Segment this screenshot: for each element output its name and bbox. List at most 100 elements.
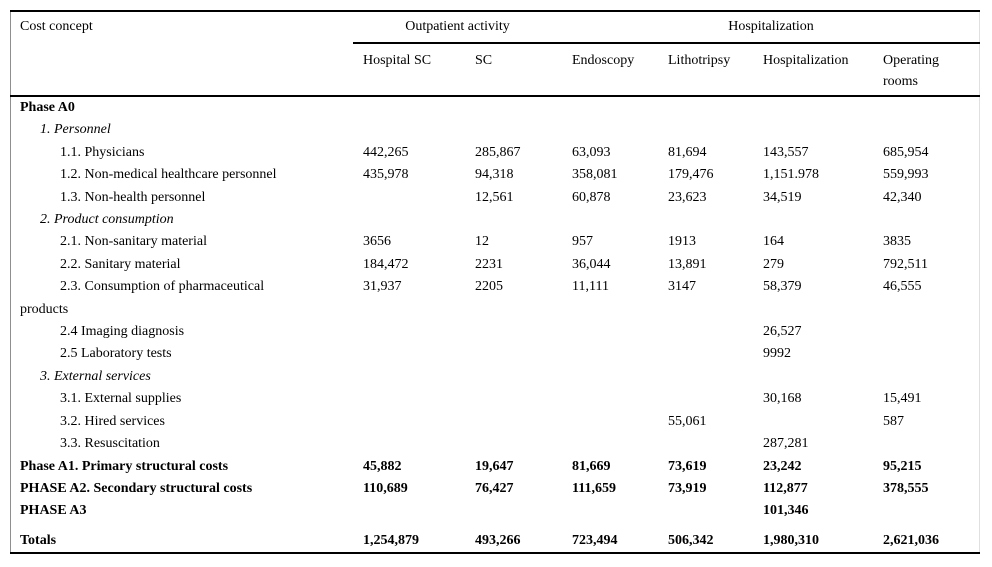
cell-value: 45,882 <box>363 458 402 474</box>
cell-value: 184,472 <box>363 256 409 272</box>
cell-value <box>465 321 562 343</box>
cell-value <box>562 411 658 433</box>
table-row: PHASE A3 101,346 <box>10 500 980 522</box>
cell-value: 73,919 <box>668 480 707 496</box>
cell-value: 12,561 <box>475 189 514 205</box>
column-header-row: Hospital SC SC Endoscopy Lithotripsy Hos… <box>10 44 980 95</box>
cell-value: 179,476 <box>668 167 714 183</box>
cell-value: 442,265 <box>363 144 409 160</box>
cell-value: 101,346 <box>763 503 809 519</box>
cell-value <box>353 321 465 343</box>
group-header-outpatient-activity: Outpatient activity <box>405 19 510 34</box>
row-label: 3. External services <box>40 368 151 384</box>
cell-value: 506,342 <box>668 532 714 548</box>
cell-value: 12 <box>475 234 489 250</box>
column-header-spacer <box>10 44 353 95</box>
table-row: 1.1. Physicians 442,265 285,867 63,093 81,69… <box>10 142 980 164</box>
column-header-hospitalization: Hospitalization <box>763 53 849 68</box>
cell-value <box>562 500 658 522</box>
group-header-row: Cost concept Outpatient activity Hospita… <box>10 12 980 42</box>
cell-value <box>873 343 980 365</box>
table-row: 1.3. Non-health personnel 12,561 60,878 23,… <box>10 187 980 209</box>
cell-value: 1,151.978 <box>763 167 819 183</box>
cell-value <box>353 97 465 119</box>
cell-value <box>873 500 980 522</box>
cell-value <box>353 411 465 433</box>
cell-value <box>562 97 658 119</box>
row-label: PHASE A3 <box>20 503 87 519</box>
cell-value: 143,557 <box>763 144 809 160</box>
table-row: 3.2. Hired services 55,061 587 <box>10 411 980 433</box>
column-header-lithotripsy: Lithotripsy <box>668 53 731 68</box>
cell-value: 30,168 <box>763 391 802 407</box>
row-label: PHASE A2. Secondary structural costs <box>20 480 253 496</box>
cell-value <box>465 119 562 141</box>
cell-value: 81,694 <box>668 144 707 160</box>
cell-value <box>658 388 753 410</box>
row-label: Totals <box>20 532 57 548</box>
cell-value <box>562 209 658 231</box>
cell-value <box>873 433 980 455</box>
cell-value: 3656 <box>363 234 391 250</box>
table-row: Phase A1. Primary structural costs 45,882… <box>10 456 980 478</box>
cell-value: 42,340 <box>883 189 922 205</box>
cell-value: 36,044 <box>572 256 611 272</box>
cell-value <box>562 433 658 455</box>
cell-value <box>562 321 658 343</box>
cell-value: 358,081 <box>572 167 618 183</box>
table-right-border <box>979 10 980 554</box>
table-row: 2.4 Imaging diagnosis 26,527 <box>10 321 980 343</box>
table-row: Totals 1,254,879 493,266 723,494 506,342 1,98… <box>10 530 980 552</box>
cell-value: 435,978 <box>363 167 409 183</box>
cell-value: 95,215 <box>883 458 922 474</box>
cell-value <box>562 388 658 410</box>
cell-value <box>353 119 465 141</box>
cell-value: 23,623 <box>668 189 707 205</box>
table-row: PHASE A2. Secondary structural costs 110,… <box>10 478 980 500</box>
group-header-hospitalization: Hospitalization <box>728 19 814 34</box>
cell-value <box>562 366 658 388</box>
cell-value: 279 <box>763 256 784 272</box>
cell-value: 34,519 <box>763 189 802 205</box>
cell-value <box>658 343 753 365</box>
cell-value: 3835 <box>883 234 911 250</box>
cell-value <box>353 187 465 209</box>
cell-value: 2205 <box>475 279 503 295</box>
cell-value <box>465 209 562 231</box>
table-row: 1.2. Non-medical healthcare personnel 435… <box>10 164 980 186</box>
table-header: Cost concept Outpatient activity Hospita… <box>10 10 980 97</box>
row-label: 2.5 Laboratory tests <box>60 346 172 362</box>
cell-value: 23,242 <box>763 458 802 474</box>
cell-value: 31,937 <box>363 279 402 295</box>
cell-value: 112,877 <box>763 480 808 496</box>
table-body: Phase A0 1. Personnel 1.1. Physicians 442,2… <box>10 97 980 555</box>
cell-value: 110,689 <box>363 480 408 496</box>
row-label: 1.3. Non-health personnel <box>60 189 206 205</box>
cell-value <box>753 97 873 119</box>
cell-value <box>562 343 658 365</box>
column-header-operating-rooms: Operating rooms <box>883 53 939 89</box>
cell-value: 94,318 <box>475 167 514 183</box>
column-header-endoscopy: Endoscopy <box>572 53 635 68</box>
cell-value <box>465 411 562 433</box>
cell-value <box>465 433 562 455</box>
cell-value: 9992 <box>763 346 791 362</box>
cell-value: 46,555 <box>883 279 922 295</box>
cell-value <box>465 97 562 119</box>
cell-value <box>465 343 562 365</box>
cell-value: 15,491 <box>883 391 922 407</box>
cell-value: 1913 <box>668 234 696 250</box>
corner-header: Cost concept <box>20 19 93 34</box>
cell-value: 164 <box>763 234 784 250</box>
cell-value <box>873 209 980 231</box>
cell-value <box>353 209 465 231</box>
group-header-underline <box>353 42 980 44</box>
cell-value <box>658 433 753 455</box>
cell-value <box>658 209 753 231</box>
table-row: 2.5 Laboratory tests 9992 <box>10 343 980 365</box>
cell-value: 26,527 <box>763 324 802 340</box>
row-label: 2.4 Imaging diagnosis <box>60 324 185 340</box>
cell-value <box>562 119 658 141</box>
table-row: Phase A0 <box>10 97 980 119</box>
